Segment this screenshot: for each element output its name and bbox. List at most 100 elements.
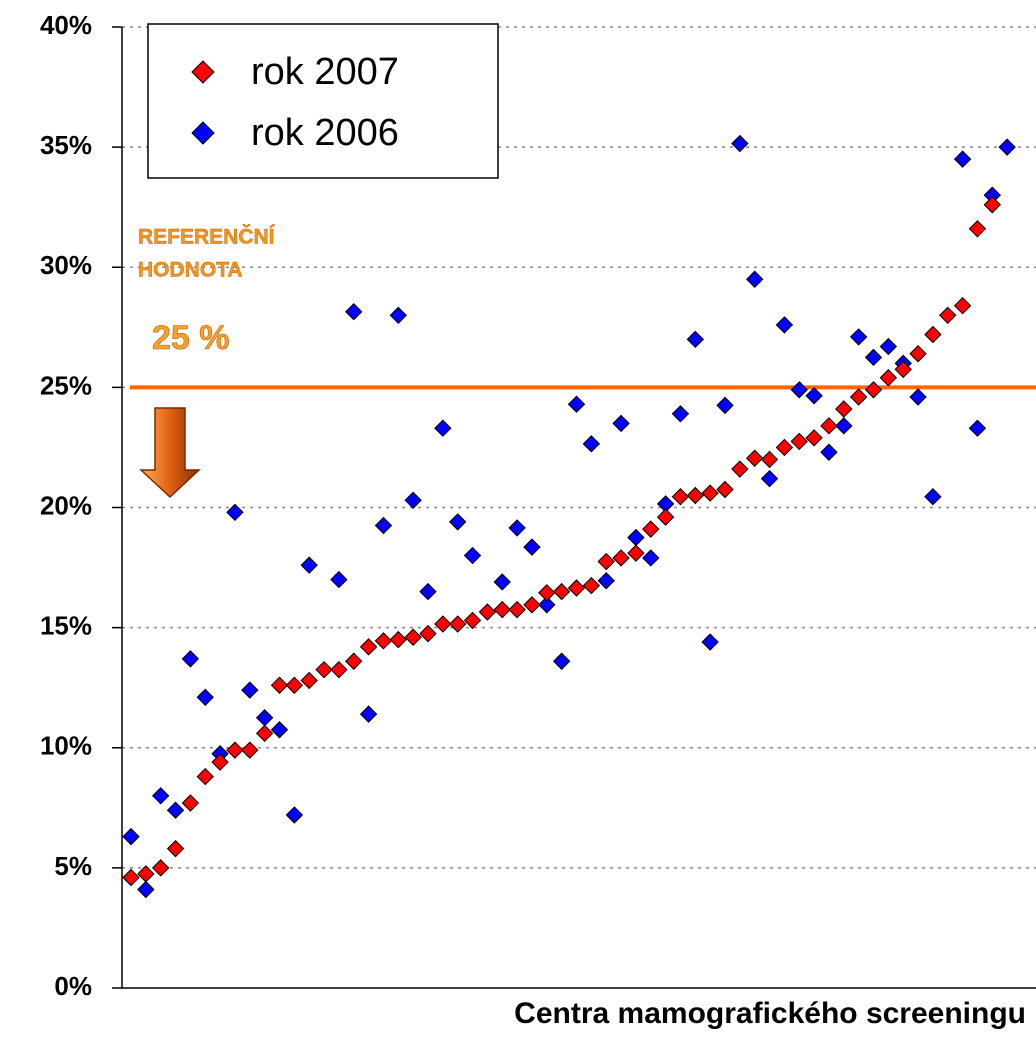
data-point	[300, 671, 318, 690]
legend-marker	[191, 121, 215, 145]
data-point	[745, 449, 764, 467]
data-point	[716, 480, 734, 499]
data-point	[300, 556, 318, 574]
data-point	[612, 414, 630, 433]
data-point	[270, 676, 289, 694]
data-point	[226, 741, 244, 759]
data-point	[642, 549, 660, 567]
data-point	[122, 868, 140, 887]
data-point	[255, 709, 274, 727]
data-point	[567, 395, 586, 413]
y-tick-label: 25%	[40, 370, 92, 400]
data-point	[627, 544, 645, 562]
data-point	[656, 508, 675, 526]
data-point	[122, 827, 140, 846]
data-point	[909, 388, 927, 406]
data-point	[226, 503, 244, 522]
data-point	[463, 611, 482, 630]
data-point	[686, 330, 705, 349]
data-point	[434, 615, 452, 633]
data-point	[523, 596, 541, 614]
data-point	[552, 652, 571, 670]
x-axis-label: Centra mamografického screeningu	[514, 997, 1026, 1030]
data-point	[285, 676, 304, 694]
data-point	[924, 325, 942, 344]
data-point	[760, 469, 779, 488]
data-point	[983, 196, 1002, 214]
data-point	[627, 528, 645, 547]
data-point	[211, 753, 229, 771]
data-point	[835, 400, 853, 418]
data-point	[434, 419, 452, 437]
data-point	[166, 839, 185, 858]
data-point	[582, 576, 601, 595]
data-point	[805, 387, 823, 405]
data-point	[419, 582, 437, 601]
data-point	[448, 513, 467, 531]
y-tick-label: 0%	[54, 971, 92, 1001]
legend-marker	[191, 60, 215, 84]
data-point	[270, 721, 289, 739]
data-point	[374, 632, 393, 650]
data-point	[181, 650, 200, 668]
data-point	[448, 615, 467, 633]
data-point	[582, 435, 601, 453]
data-point	[642, 520, 660, 538]
data-point	[731, 134, 749, 153]
data-point	[181, 794, 200, 812]
data-point	[478, 603, 497, 621]
y-tick-label: 20%	[40, 490, 92, 520]
data-point	[835, 417, 853, 435]
data-point	[820, 443, 838, 461]
data-point	[419, 624, 437, 643]
data-point	[790, 432, 808, 451]
data-point	[523, 538, 541, 556]
reference-label: REFERENČNÍ	[138, 225, 276, 249]
y-tick-label: 40%	[40, 10, 92, 40]
data-point	[255, 724, 274, 743]
data-point	[389, 306, 408, 325]
data-point	[597, 572, 615, 590]
reference-value-label: 25 %	[152, 319, 230, 357]
data-point	[820, 417, 838, 435]
data-point	[330, 570, 348, 589]
reference-label: HODNOTA	[138, 259, 243, 282]
data-point	[508, 519, 526, 537]
data-point	[166, 801, 185, 819]
data-point	[285, 806, 304, 824]
data-point	[315, 660, 333, 679]
data-point	[790, 381, 808, 399]
data-point	[389, 630, 408, 649]
data-point	[493, 600, 511, 619]
y-tick-label: 10%	[40, 731, 92, 761]
data-point	[968, 419, 987, 437]
data-point	[374, 516, 393, 535]
legend-label: rok 2007	[251, 51, 399, 93]
data-point	[151, 787, 170, 805]
data-point	[924, 487, 942, 506]
data-point	[701, 484, 719, 502]
data-point	[731, 460, 749, 478]
data-point	[330, 660, 348, 679]
data-point	[463, 546, 482, 565]
data-point	[597, 552, 615, 571]
y-tick-label: 5%	[54, 851, 92, 881]
data-point	[493, 573, 511, 591]
data-point	[241, 741, 259, 759]
data-point	[359, 705, 378, 723]
data-point	[716, 396, 734, 415]
data-point	[538, 584, 556, 602]
data-point	[864, 381, 883, 399]
data-point	[567, 579, 586, 597]
y-tick-label: 35%	[40, 130, 92, 160]
data-point	[404, 628, 422, 646]
data-point	[508, 600, 526, 619]
data-point	[671, 487, 690, 506]
data-point	[552, 582, 571, 601]
data-point	[894, 360, 912, 379]
legend-label: rok 2006	[251, 112, 399, 154]
data-point	[953, 296, 972, 315]
y-tick-label: 15%	[40, 611, 92, 641]
data-point	[909, 345, 927, 363]
